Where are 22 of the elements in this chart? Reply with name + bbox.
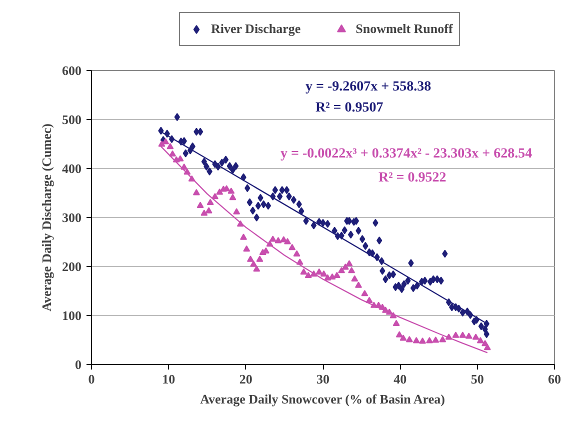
annotation: y = -0.0022x³ + 0.3374x² - 23.303x + 628.54 [280, 146, 532, 162]
x-tick-label: 20 [239, 372, 252, 386]
y-tick-label: 100 [62, 308, 82, 323]
x-tick-label: 50 [470, 372, 484, 386]
y-tick-label: 400 [62, 161, 82, 176]
x-tick-label: 60 [548, 372, 561, 386]
y-tick-label: 200 [62, 259, 82, 274]
x-tick-label: 30 [316, 372, 330, 386]
y-tick-label: 300 [62, 210, 82, 225]
annotation: y = -9.2607x + 558.38 [306, 80, 432, 94]
y-tick-label: 600 [62, 63, 82, 78]
y-tick-label: 0 [75, 357, 82, 372]
annotation: R² = 0.9507 [316, 100, 384, 116]
legend-label: River Discharge [211, 21, 301, 37]
annotation: R² = 0.9522 [378, 170, 446, 186]
x-tick-label: 0 [88, 372, 95, 386]
x-axis-title: Average Daily Snowcover (% of Basin Area) [200, 392, 445, 406]
y-tick-label: 500 [62, 112, 82, 127]
y-axis-title: Average Daily Discharge (Cumec) [39, 124, 54, 312]
legend-label: Snowmelt Runoff [356, 21, 453, 37]
x-tick-label: 40 [394, 372, 407, 386]
x-tick-label: 10 [162, 372, 176, 386]
